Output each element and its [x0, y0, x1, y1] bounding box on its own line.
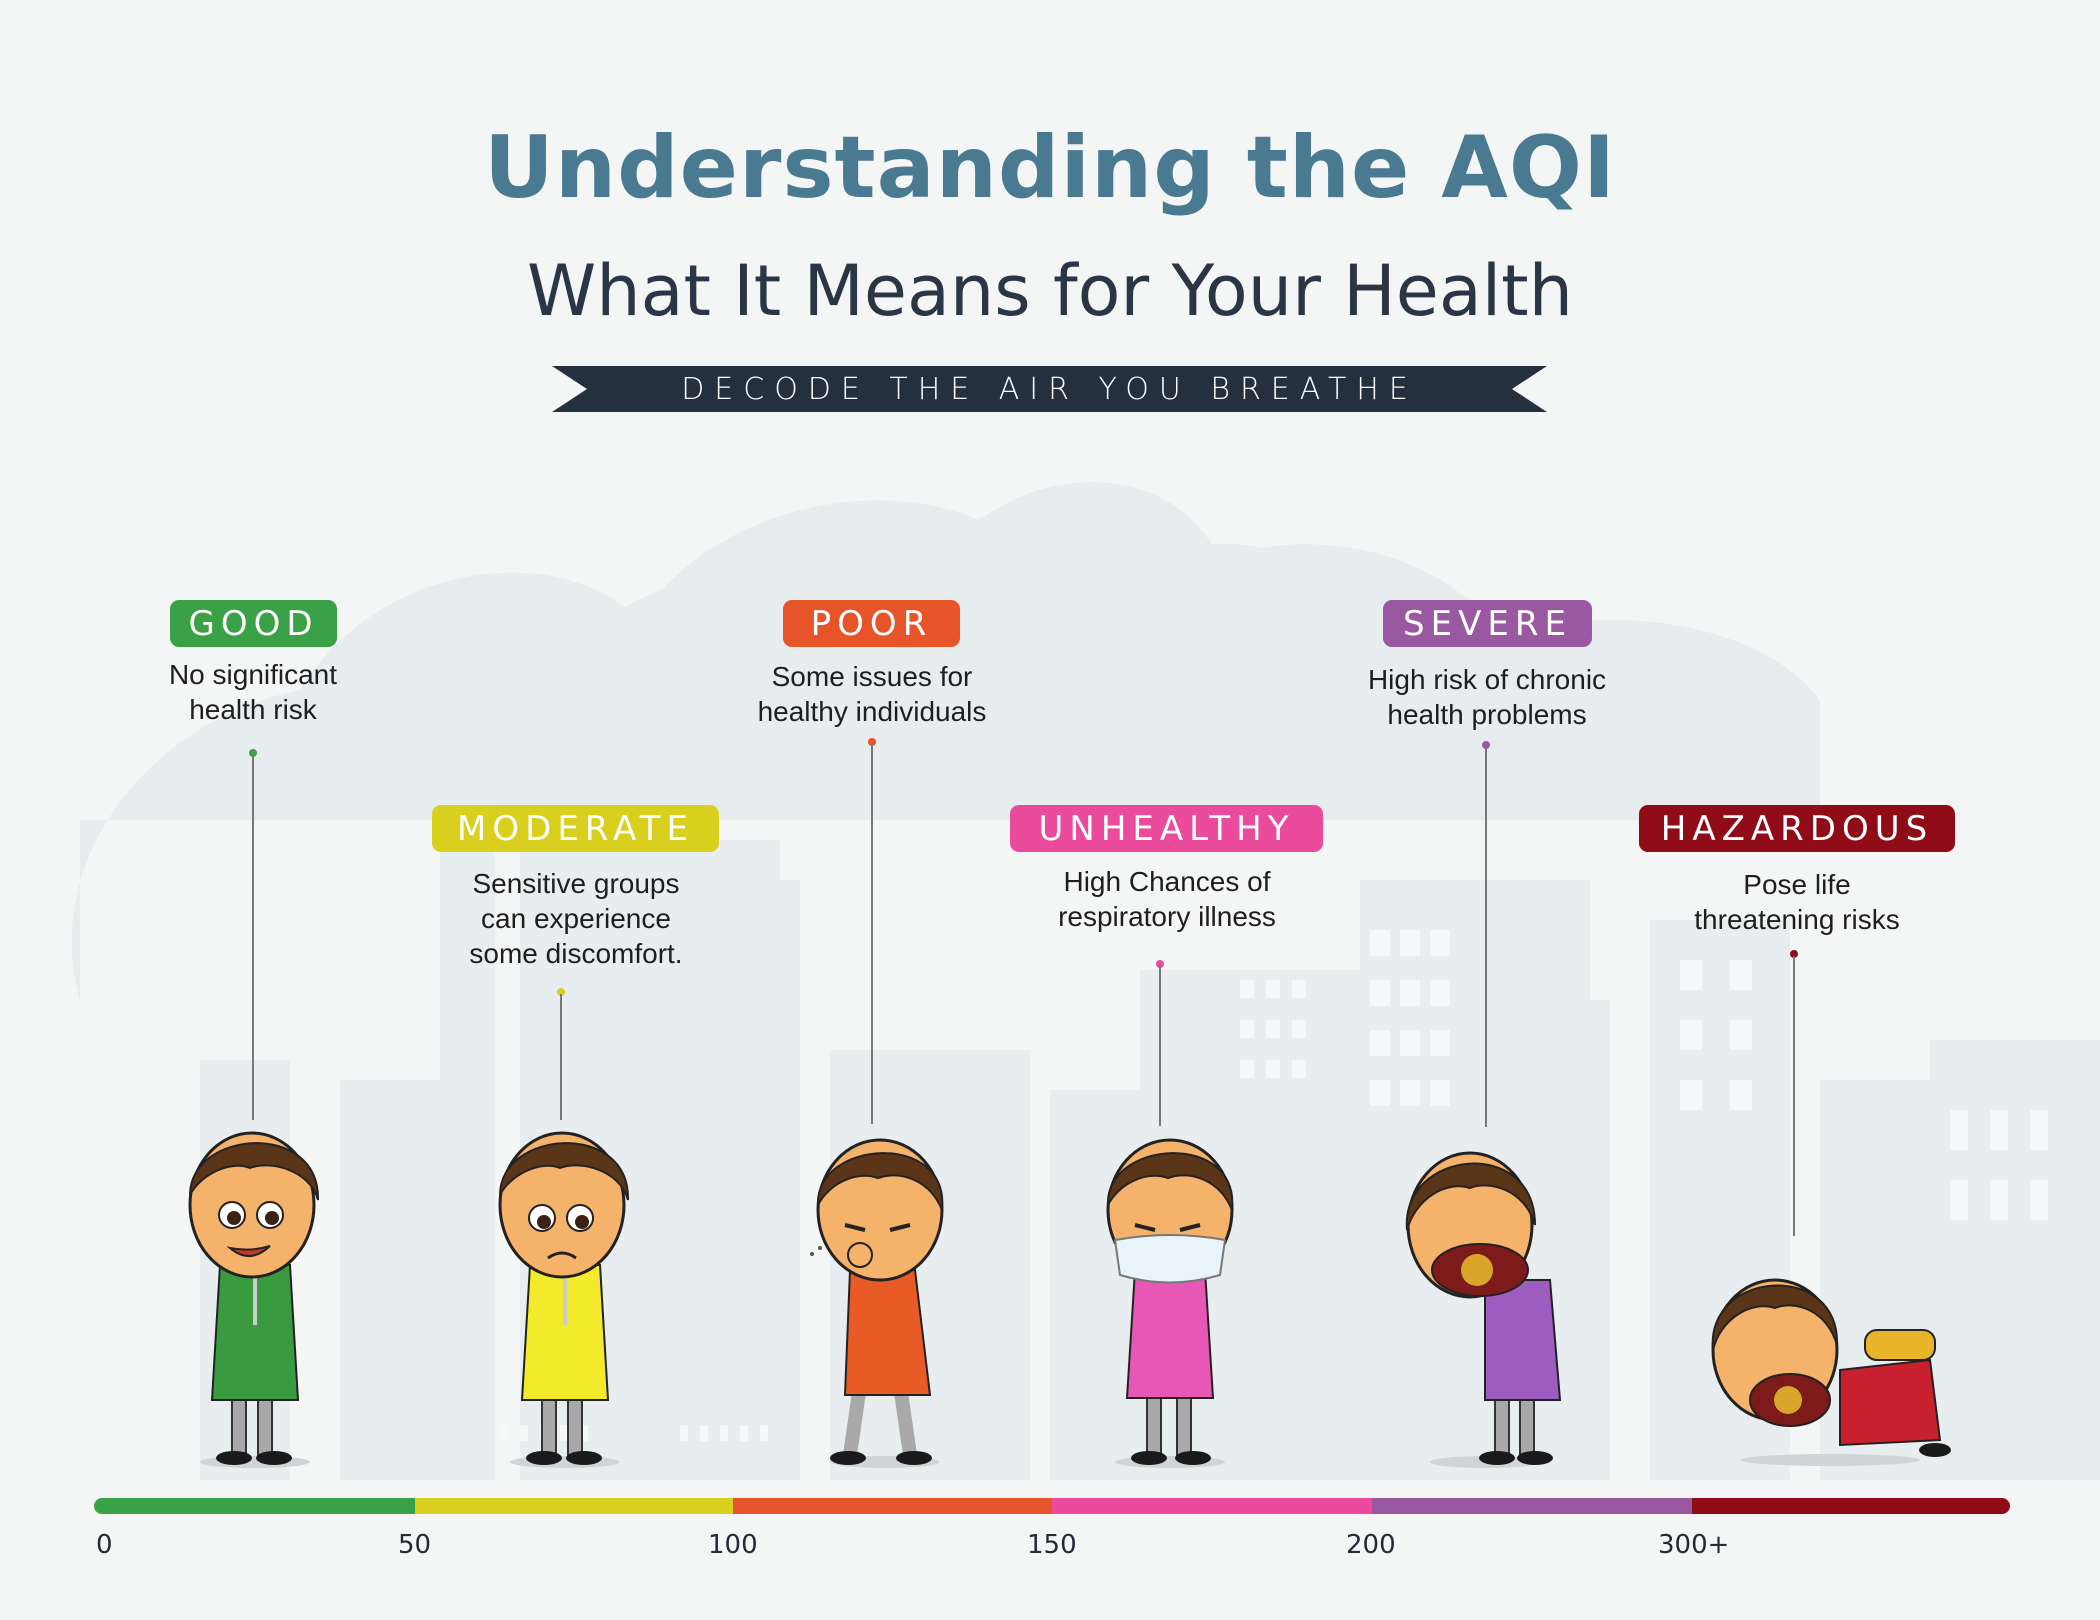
description-moderate: Sensitive groups can experience some dis… [406, 866, 746, 971]
desc-line: Pose life [1743, 869, 1851, 900]
pin-dot-hazardous [1790, 950, 1798, 958]
pin-dot-good [249, 749, 257, 757]
tick-label: 100 [708, 1530, 758, 1560]
kid-masked-illustration [1106, 1138, 1234, 1468]
kid-collapsed-illustration [1711, 1278, 1951, 1466]
kid-happy-illustration [188, 1131, 320, 1468]
scale-segment-hazardous [1692, 1498, 2010, 1514]
desc-line: some discomfort. [469, 938, 683, 969]
tick-label: 200 [1346, 1530, 1396, 1560]
tick-label: 300+ [1658, 1530, 1730, 1560]
description-poor: Some issues for healthy individuals [702, 659, 1042, 729]
page-title: Understanding the AQI [484, 118, 1616, 218]
desc-line: threatening risks [1694, 904, 1900, 935]
tick-label: 50 [398, 1530, 432, 1560]
tick-label: 0 [96, 1530, 113, 1560]
desc-line: High Chances of [1063, 866, 1271, 897]
pin-dot-moderate [557, 988, 565, 996]
kid-gasmask-illustration [1405, 1151, 1562, 1468]
tagline-banner: DECODE THE AIR YOU BREATHE [552, 366, 1547, 412]
desc-line: health risk [189, 694, 317, 725]
pin-dot-severe [1482, 741, 1490, 749]
pin-line-hazardous [1793, 956, 1795, 1236]
pin-line-poor [871, 744, 873, 1124]
scale-segment-severe [1372, 1498, 1692, 1514]
tag-unhealthy: UNHEALTHY [1010, 805, 1323, 852]
pin-line-good [252, 755, 254, 1120]
scale-segment-poor [733, 1498, 1052, 1514]
desc-line: Some issues for [771, 661, 973, 692]
kid-coughing-illustration [810, 1138, 944, 1468]
ribbon-shape [552, 366, 1547, 412]
page-subtitle: What It Means for Your Health [526, 250, 1573, 332]
desc-line: healthy individuals [757, 696, 987, 727]
pin-line-severe [1485, 747, 1487, 1127]
scale-segment-moderate [415, 1498, 733, 1514]
tag-hazardous: HAZARDOUS [1639, 805, 1955, 852]
description-unhealthy: High Chances of respiratory illness [997, 864, 1337, 934]
desc-line: High risk of chronic [1367, 664, 1607, 695]
desc-line: No significant [168, 659, 338, 690]
description-hazardous: Pose life threatening risks [1627, 867, 1967, 937]
pin-dot-unhealthy [1156, 960, 1164, 968]
tag-severe: SEVERE [1383, 600, 1592, 647]
tag-poor: POOR [783, 600, 960, 647]
description-good: No significant health risk [83, 657, 423, 727]
desc-line: can experience [481, 903, 671, 934]
tick-label: 150 [1027, 1530, 1077, 1560]
description-severe: High risk of chronic health problems [1317, 662, 1657, 732]
pin-dot-poor [868, 738, 876, 746]
pin-line-moderate [560, 994, 562, 1120]
desc-line: respiratory illness [1058, 901, 1276, 932]
scale-segment-unhealthy [1052, 1498, 1372, 1514]
pin-line-unhealthy [1159, 966, 1161, 1126]
desc-line: health problems [1387, 699, 1587, 730]
tag-good: GOOD [170, 600, 337, 647]
tagline-text: DECODE THE AIR YOU BREATHE [681, 371, 1418, 407]
tag-moderate: MODERATE [432, 805, 719, 852]
scale-segment-good [94, 1498, 415, 1514]
desc-line: Sensitive groups [472, 868, 680, 899]
kid-worried-illustration [498, 1131, 630, 1468]
